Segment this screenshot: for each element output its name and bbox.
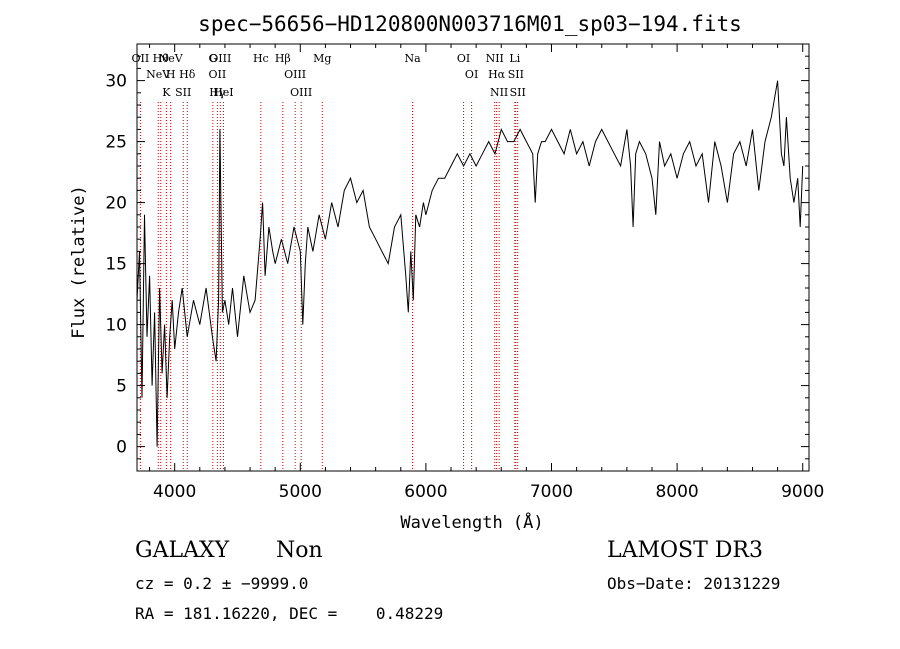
y-tick-label: 5: [116, 377, 127, 397]
x-tick-label: 6000: [404, 482, 447, 502]
emission-line-label: NeV: [159, 52, 184, 65]
emission-line-label: Na: [404, 52, 421, 65]
emission-line-label: Hδ: [179, 68, 196, 81]
y-tick-label: 10: [105, 316, 127, 336]
x-tick-label: 4000: [153, 482, 196, 502]
chart-title: spec−56656−HD120800N003716M01_sp03−194.f…: [198, 12, 742, 36]
emission-line-label: NII: [486, 52, 504, 65]
emission-line-label: SII: [175, 86, 191, 99]
x-axis-label: Wavelength (Å): [400, 511, 543, 533]
x-tick-label: 7000: [530, 482, 573, 502]
emission-line-label: NII: [490, 86, 508, 99]
y-tick-label: 15: [105, 255, 127, 275]
emission-line-label: Mg: [313, 52, 331, 65]
emission-line-markers: [139, 102, 519, 471]
emission-line-label: G: [208, 52, 217, 65]
emission-line-label: SII: [508, 68, 524, 81]
emission-line-label: K: [162, 86, 171, 99]
emission-line-label: NeV: [146, 68, 171, 81]
survey-name: LAMOST DR3: [607, 538, 763, 563]
emission-line-label: HeI: [213, 86, 233, 99]
spectrum-line: [136, 80, 804, 447]
emission-line-label: OII: [209, 68, 227, 81]
emission-line-label: OIII: [209, 52, 231, 65]
emission-line-label: SII: [510, 86, 526, 99]
x-tick-label: 5000: [279, 482, 322, 502]
emission-line-label: H: [166, 68, 176, 81]
object-subclass: Non: [276, 538, 323, 563]
y-tick-label: 30: [105, 72, 127, 92]
y-axis-label: Flux (relative): [69, 185, 89, 339]
emission-line-label: Hθ: [153, 52, 170, 65]
y-tick-label: 20: [105, 194, 127, 214]
emission-line-label: Hβ: [275, 52, 291, 65]
emission-line-label: OIII: [290, 86, 312, 99]
y-tick-label: 0: [116, 438, 127, 458]
y-axis-ticks: 0 5 10 15 20 25 30: [105, 43, 809, 472]
emission-line-label: OI: [465, 68, 478, 81]
emission-line-label: Hc: [253, 52, 269, 65]
emission-line-label: OII: [132, 52, 150, 65]
x-axis-ticks: 4000 5000 6000 7000 8000 9000: [149, 44, 824, 502]
redshift-line: cz = 0.2 ± −9999.0: [135, 574, 309, 593]
coordinates-line: RA = 181.16220, DEC = 0.48229: [135, 604, 444, 623]
plot-frame: [136, 43, 810, 472]
emission-line-label: Hα: [488, 68, 506, 81]
emission-line-label: Li: [509, 52, 520, 65]
x-tick-label: 8000: [655, 482, 698, 502]
x-tick-label: 9000: [781, 482, 824, 502]
obs-date-line: Obs−Date: 20131229: [607, 574, 781, 593]
y-tick-label: 25: [105, 133, 127, 153]
object-class: GALAXY: [135, 538, 230, 563]
emission-line-label: Hγ: [209, 86, 226, 99]
emission-line-label: OIII: [284, 68, 306, 81]
emission-line-label: OI: [457, 52, 470, 65]
